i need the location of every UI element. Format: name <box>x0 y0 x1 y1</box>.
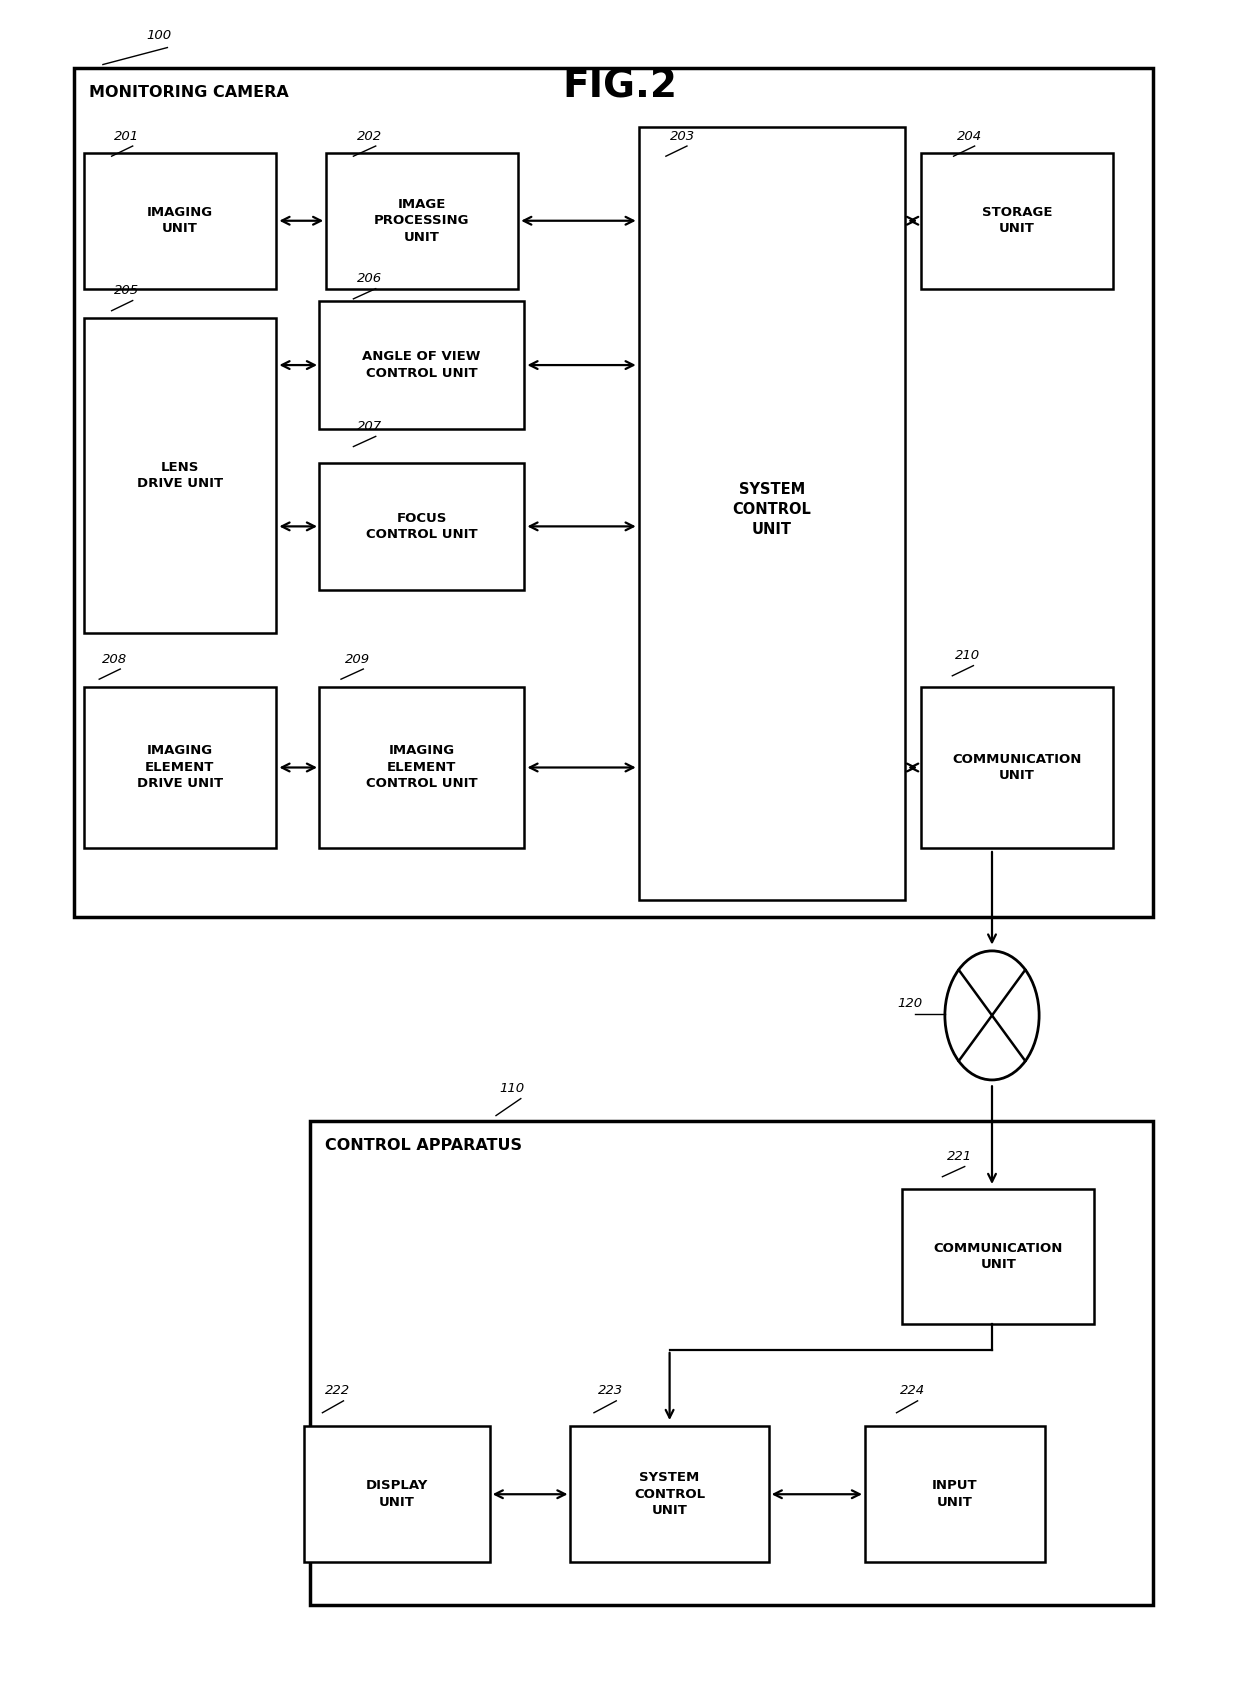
Text: ANGLE OF VIEW
CONTROL UNIT: ANGLE OF VIEW CONTROL UNIT <box>362 350 481 380</box>
Bar <box>304 1426 490 1562</box>
Text: COMMUNICATION
UNIT: COMMUNICATION UNIT <box>934 1241 1063 1272</box>
Text: 224: 224 <box>900 1384 925 1397</box>
Text: FIG.2: FIG.2 <box>563 68 677 105</box>
Bar <box>83 688 275 849</box>
Bar <box>320 302 523 428</box>
Text: 120: 120 <box>898 997 923 1010</box>
Text: 205: 205 <box>114 284 139 297</box>
Text: 110: 110 <box>500 1082 525 1095</box>
Text: DISPLAY
UNIT: DISPLAY UNIT <box>366 1479 428 1510</box>
Bar <box>320 464 523 591</box>
Text: INPUT
UNIT: INPUT UNIT <box>932 1479 977 1510</box>
Bar <box>920 688 1114 849</box>
Text: 210: 210 <box>955 649 980 662</box>
Bar <box>320 688 523 849</box>
Text: 203: 203 <box>670 129 694 143</box>
Bar <box>83 319 275 633</box>
Text: LENS
DRIVE UNIT: LENS DRIVE UNIT <box>136 460 223 491</box>
Text: COMMUNICATION
UNIT: COMMUNICATION UNIT <box>952 752 1081 783</box>
Text: 204: 204 <box>957 129 982 143</box>
Text: IMAGING
UNIT: IMAGING UNIT <box>146 205 213 236</box>
Text: SYSTEM
CONTROL
UNIT: SYSTEM CONTROL UNIT <box>733 482 811 537</box>
Text: IMAGING
ELEMENT
DRIVE UNIT: IMAGING ELEMENT DRIVE UNIT <box>136 744 223 791</box>
Text: 100: 100 <box>146 29 171 42</box>
Bar <box>903 1189 1095 1324</box>
Text: 209: 209 <box>345 652 370 666</box>
Bar <box>325 153 517 289</box>
Text: IMAGING
ELEMENT
CONTROL UNIT: IMAGING ELEMENT CONTROL UNIT <box>366 744 477 791</box>
Text: IMAGE
PROCESSING
UNIT: IMAGE PROCESSING UNIT <box>373 197 470 245</box>
Text: 202: 202 <box>357 129 382 143</box>
Text: 208: 208 <box>102 652 126 666</box>
Text: 223: 223 <box>598 1384 622 1397</box>
Bar <box>920 153 1114 289</box>
Text: 207: 207 <box>357 419 382 433</box>
Bar <box>310 1121 1153 1605</box>
Text: 222: 222 <box>325 1384 350 1397</box>
Text: 201: 201 <box>114 129 139 143</box>
Bar <box>639 127 905 900</box>
Text: 206: 206 <box>357 272 382 285</box>
Text: 221: 221 <box>947 1150 972 1163</box>
Bar <box>570 1426 769 1562</box>
Text: MONITORING CAMERA: MONITORING CAMERA <box>89 85 289 100</box>
Text: CONTROL APPARATUS: CONTROL APPARATUS <box>325 1138 522 1153</box>
Text: FOCUS
CONTROL UNIT: FOCUS CONTROL UNIT <box>366 511 477 542</box>
Text: STORAGE
UNIT: STORAGE UNIT <box>982 205 1052 236</box>
Bar <box>866 1426 1044 1562</box>
Bar <box>83 153 275 289</box>
Text: SYSTEM
CONTROL
UNIT: SYSTEM CONTROL UNIT <box>634 1470 706 1518</box>
Bar <box>74 68 1153 917</box>
